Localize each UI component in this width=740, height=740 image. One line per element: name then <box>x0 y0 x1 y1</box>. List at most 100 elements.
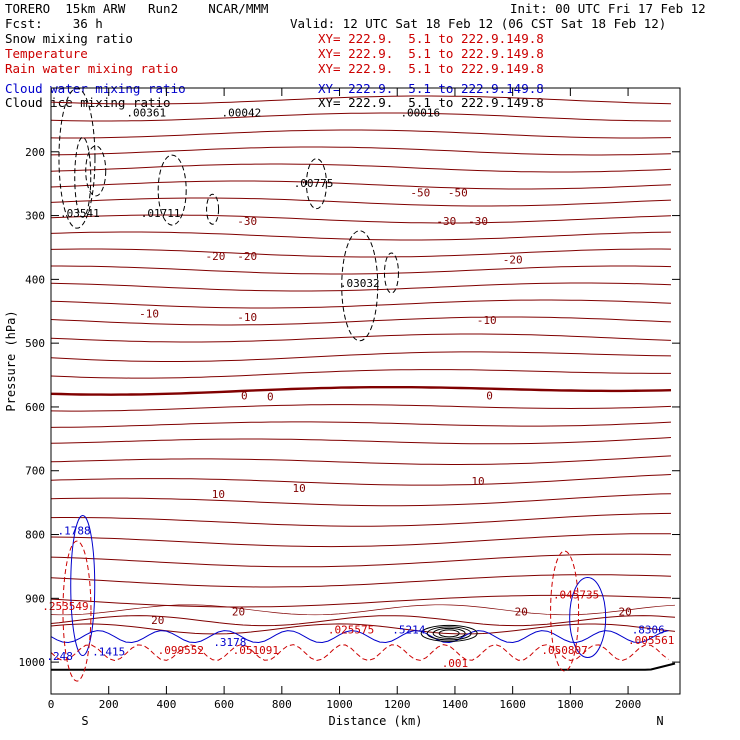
y-tick-label: 700 <box>25 465 45 478</box>
isotherm <box>50 351 672 362</box>
cloud-water-max-label: .1788 <box>58 525 91 538</box>
x-tick-label: 800 <box>272 698 292 711</box>
x-tick-label: 1600 <box>499 698 526 711</box>
temperature-label: 10 <box>293 482 306 495</box>
surface-pressure-line <box>51 662 676 671</box>
rain-max-label: .025575 <box>328 623 374 636</box>
cloud-ice-contour <box>432 627 466 639</box>
temperature-label: -10 <box>477 314 497 327</box>
isotherm <box>50 594 672 608</box>
isotherm <box>50 455 672 465</box>
isotherm <box>50 231 672 241</box>
snow-contour <box>206 193 220 225</box>
cloud-water-max-label: .3178 <box>213 636 246 649</box>
isotherm <box>50 333 672 343</box>
x-tick-label: 2000 <box>615 698 642 711</box>
temperature-label: -30 <box>237 215 257 228</box>
x-axis-label: Distance (km) <box>329 714 423 728</box>
isotherm <box>50 180 672 190</box>
snow-max-label: .01711 <box>141 207 181 220</box>
isotherm <box>50 623 676 635</box>
snow-contour <box>383 252 399 294</box>
isotherm <box>50 112 671 122</box>
temperature-label: -30 <box>468 215 488 228</box>
x-tick-label: 0 <box>48 698 55 711</box>
y-tick-label: 300 <box>25 210 45 223</box>
temperature-label: -30 <box>436 215 456 228</box>
temperature-label: 20 <box>515 606 528 619</box>
axes: 0 200 400 600 800 1000 1200 1400 1600 1800 2000200… <box>4 87 681 728</box>
y-tick-label: 600 <box>25 401 45 414</box>
x-tick-label: 1000 <box>326 698 353 711</box>
isotherm <box>50 299 672 309</box>
rain-contour <box>62 540 92 682</box>
isotherm <box>50 95 672 105</box>
snow-contour <box>305 158 327 210</box>
isotherm <box>50 214 672 224</box>
snow-contour <box>85 145 107 197</box>
isotherm <box>50 437 672 445</box>
x-tick-label: 1400 <box>442 698 469 711</box>
rain-max-label: .253549 <box>42 600 88 613</box>
cloud-ice-contour <box>420 624 478 642</box>
x-tick-label: 1200 <box>384 698 411 711</box>
cloud-ice-contour <box>426 626 472 641</box>
temperature-label: 20 <box>619 606 632 619</box>
north-label: N <box>656 714 663 728</box>
isotherm <box>51 265 672 275</box>
snow-max-label: .00016 <box>400 107 440 120</box>
snow-max-label: .03541 <box>60 207 100 220</box>
temperature-label: -10 <box>237 311 257 324</box>
isotherm <box>50 386 672 396</box>
legend-rain-xy: XY= 222.9. 5.1 to 222.9.149.8 <box>318 61 544 76</box>
temperature-label: 20 <box>151 614 164 627</box>
x-tick-label: 1800 <box>557 698 584 711</box>
header-init: Init: 00 UTC Fri 17 Feb 12 <box>510 1 706 16</box>
y-tick-label: 400 <box>25 273 45 286</box>
temperature-label: 0 <box>267 391 274 404</box>
isotherm <box>50 163 672 173</box>
isotherm <box>50 316 672 326</box>
temperature-label: 0 <box>241 389 248 402</box>
contour-labels: -50 -50 -30 -30 -30 -20 -20 -20 -10 -10 -10 0 0 0 10 10… <box>42 107 674 671</box>
y-tick-label: 1000 <box>19 656 46 669</box>
snow-max-label: .00775 <box>294 177 334 190</box>
temperature-label: -50 <box>410 186 430 199</box>
rain-max-label: .051091 <box>233 644 279 657</box>
cloud-water-max-label: .5214 <box>392 623 425 636</box>
legend-snow: Snow mixing ratio <box>5 31 133 46</box>
temperature-label: 20 <box>232 606 245 619</box>
legend-cloud-ice-xy: XY= 222.9. 5.1 to 222.9.149.8 <box>318 95 544 110</box>
temperature-label: -20 <box>206 250 226 263</box>
y-tick-label: 200 <box>25 146 45 159</box>
cloud-water-contour <box>70 515 96 657</box>
header-valid: Valid: 12 UTC Sat 18 Feb 12 (06 CST Sat … <box>290 16 667 31</box>
cloud-water-max-label: .248 <box>46 650 73 663</box>
rain-contour <box>50 643 669 662</box>
x-tick-label: 400 <box>156 698 176 711</box>
temperature-label: -50 <box>448 186 468 199</box>
y-axis-label: Pressure (hPa) <box>4 310 18 411</box>
south-label: S <box>81 714 88 728</box>
snow-contour <box>74 136 92 218</box>
snow-max-label: .00361 <box>126 107 166 120</box>
isotherm <box>50 574 672 588</box>
temperature-contours <box>50 95 676 635</box>
rain-max-label: .045735 <box>553 588 599 601</box>
temperature-label: 10 <box>212 488 225 501</box>
legend-rain: Rain water mixing ratio <box>5 61 179 76</box>
snow-max-label: .03032 <box>340 277 380 290</box>
isotherm <box>50 248 672 258</box>
isotherm <box>50 553 672 568</box>
isotherm <box>50 282 672 292</box>
isotherm <box>50 129 672 139</box>
legend-snow-xy: XY= 222.9. 5.1 to 222.9.149.8 <box>318 31 544 46</box>
header-model: TORERO 15km ARW Run2 NCAR/MMM <box>5 1 269 16</box>
rain-max-label: .005561 <box>628 634 674 647</box>
rain-contour <box>550 550 580 672</box>
isotherm <box>50 474 672 486</box>
x-tick-label: 200 <box>99 698 119 711</box>
cloud-water-max-label: .1415 <box>92 646 125 659</box>
legend-temperature: Temperature <box>5 46 88 61</box>
